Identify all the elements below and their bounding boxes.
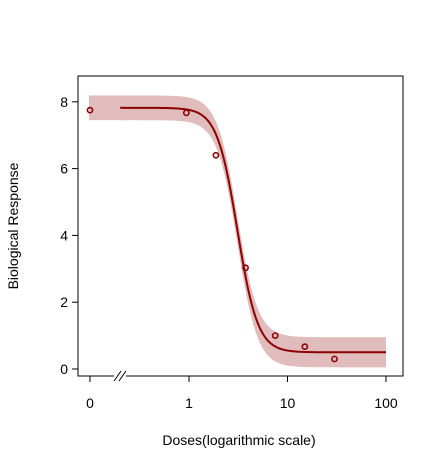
y-tick-label-0: 0 — [60, 361, 68, 377]
y-tick-label-6: 6 — [60, 161, 68, 177]
observed-point-5 — [301, 343, 309, 351]
x-tick-label-1: 1 — [185, 395, 193, 411]
observed-point-1 — [182, 109, 190, 117]
plot-frame — [77, 75, 404, 377]
observed-point-6 — [331, 355, 338, 363]
axis-break-gap — [114, 372, 126, 380]
observed-point-3 — [242, 264, 249, 272]
observed-point-2 — [212, 151, 220, 159]
x-tick-label-100: 100 — [374, 395, 398, 411]
confidence-band — [120, 95, 387, 368]
fitted-curve — [120, 106, 386, 354]
observed-point-0 — [86, 106, 94, 114]
x-tick-label-10: 10 — [280, 395, 296, 411]
x-tick-label-0: 0 — [86, 395, 94, 411]
y-tick-label-8: 8 — [60, 94, 68, 110]
axis-break-slash-right — [118, 370, 127, 382]
x-axis-label: Doses(logarithmic scale) — [162, 432, 315, 448]
y-tick-label-4: 4 — [60, 227, 68, 243]
axis-break-marker — [113, 370, 127, 382]
observed-point-4 — [271, 332, 279, 339]
y-tick-label-2: 2 — [60, 294, 68, 310]
y-axis-label: Biological Response — [5, 162, 21, 289]
axis-break-slash-left — [113, 370, 122, 382]
